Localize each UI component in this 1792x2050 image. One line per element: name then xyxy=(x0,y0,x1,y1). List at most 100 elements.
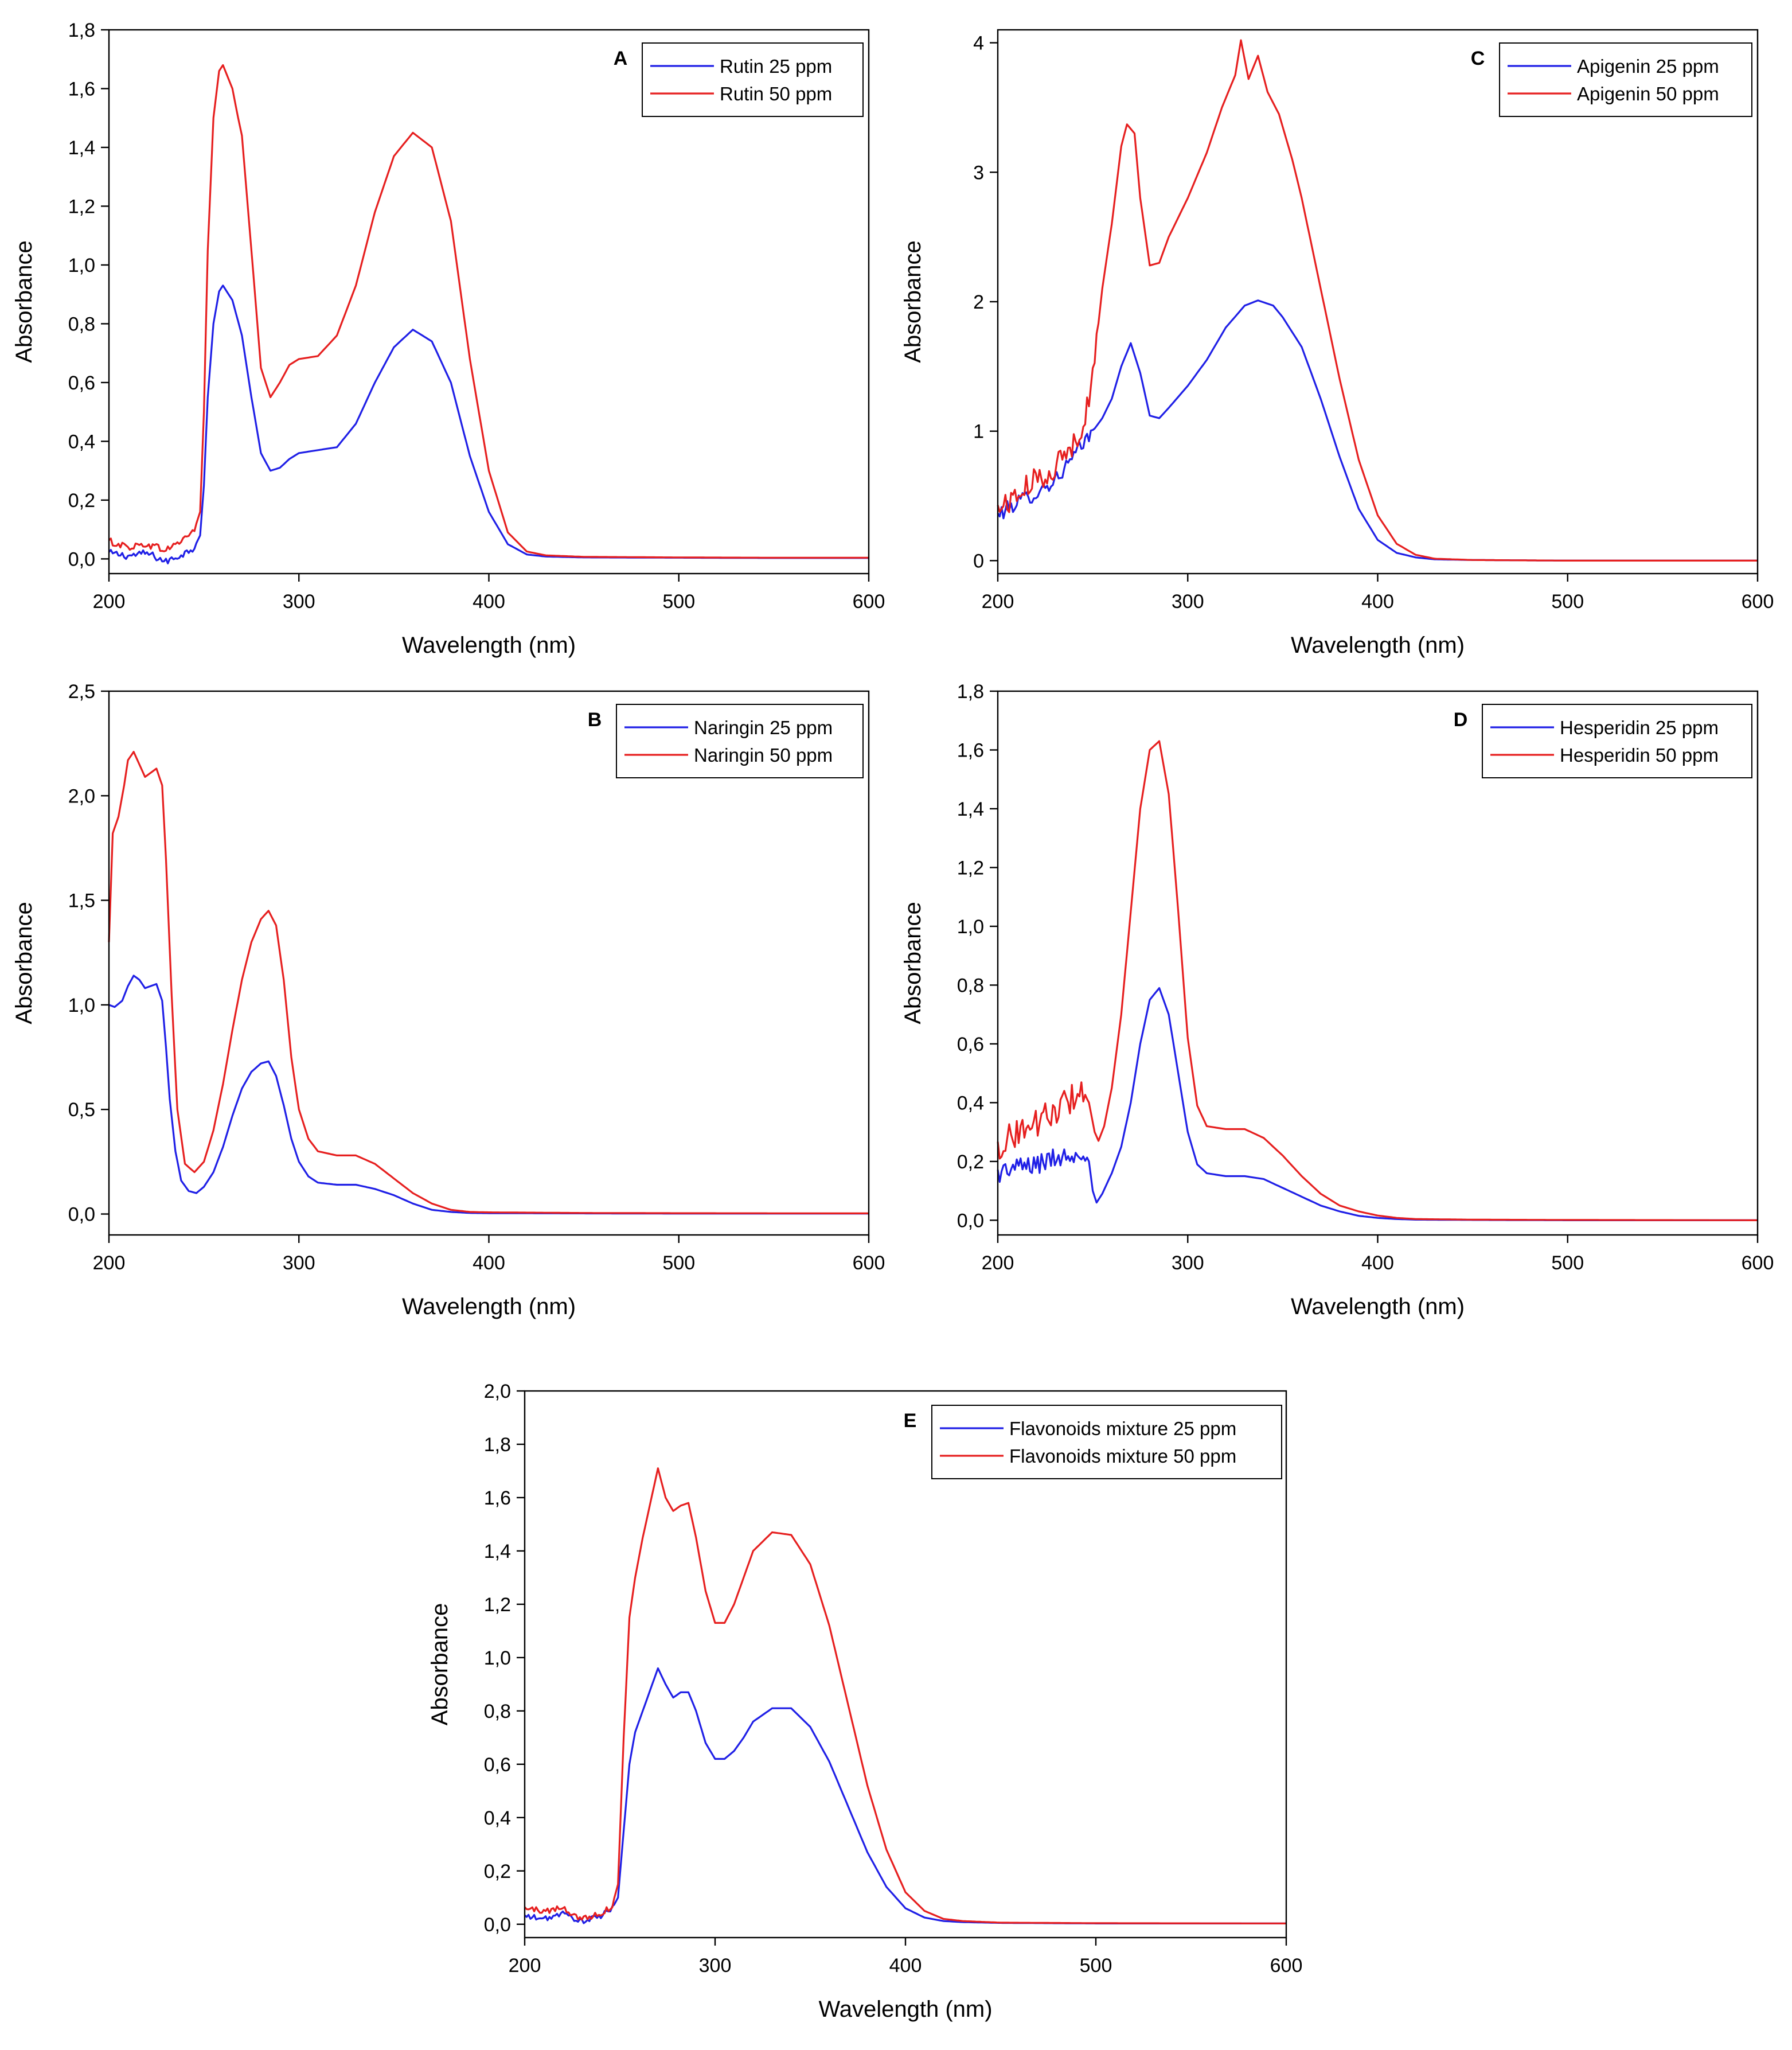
x-axis-title-b: Wavelength (nm) xyxy=(402,1294,576,1319)
legend-box-c xyxy=(1499,42,1752,117)
y-tick-label-a: 0,6 xyxy=(68,372,95,394)
panel-letter-b: B xyxy=(588,709,602,731)
legend-label-b-25ppm: Naringin 25 ppm xyxy=(694,717,833,738)
x-axis-title-d: Wavelength (nm) xyxy=(1291,1294,1465,1319)
y-tick-label-d: 1,2 xyxy=(957,857,984,879)
x-tick-label-d: 600 xyxy=(1742,1252,1774,1274)
y-tick-label-a: 1,8 xyxy=(68,20,95,41)
legend-label-a-25ppm: Rutin 25 ppm xyxy=(720,56,832,77)
chart-panel-b: 200 300 400 500 600 0,0 0,5 1,0 1,5 2,0 2,5 Wavelen… xyxy=(11,681,885,1319)
x-tick-label-c: 300 xyxy=(1172,591,1204,613)
y-tick-label-a: 1,4 xyxy=(68,137,95,159)
y-tick-label-d: 1,8 xyxy=(957,681,984,703)
chart-panel-a: 200 300 400 500 600 0,0 0,2 0,4 0,6 0,8 1,0 1,2 1,4 1… xyxy=(11,20,885,658)
legend-label-d-50ppm: Hesperidin 50 ppm xyxy=(1560,745,1719,766)
x-tick-label-c: 400 xyxy=(1361,591,1394,613)
y-tick-label-b: 2,5 xyxy=(68,681,95,703)
x-tick-label-a: 400 xyxy=(473,591,505,613)
x-tick-label-a: 300 xyxy=(283,591,315,613)
y-tick-label-e: 0,2 xyxy=(484,1861,511,1883)
y-tick-label-c: 0 xyxy=(973,550,984,572)
y-tick-label-e: 0,4 xyxy=(484,1807,511,1829)
y-tick-label-e: 1,0 xyxy=(484,1647,511,1669)
x-axis-title-e: Wavelength (nm) xyxy=(818,1997,992,2022)
x-tick-label-b: 300 xyxy=(283,1252,315,1274)
y-tick-label-c: 3 xyxy=(973,162,984,184)
x-tick-label-e: 400 xyxy=(889,1955,922,1977)
y-tick-label-a: 0,0 xyxy=(68,548,95,570)
y-tick-label-e: 1,6 xyxy=(484,1487,511,1509)
y-tick-label-d: 0,2 xyxy=(957,1151,984,1173)
legend-box-a xyxy=(642,42,864,117)
legend-label-c-25ppm: Apigenin 25 ppm xyxy=(1577,56,1719,77)
series-line-d-25ppm xyxy=(997,987,1758,1221)
x-tick-label-c: 200 xyxy=(982,591,1014,613)
panel-letter-d: D xyxy=(1454,709,1468,731)
y-tick-label-c: 1 xyxy=(973,421,984,443)
y-tick-label-b: 0,0 xyxy=(68,1204,95,1226)
y-tick-label-a: 1,0 xyxy=(68,255,95,276)
y-tick-label-e: 0,8 xyxy=(484,1701,511,1722)
y-axis-title-c: Absorbance xyxy=(900,240,926,363)
legend-label-a-50ppm: Rutin 50 ppm xyxy=(720,83,832,104)
y-axis-title-d: Absorbance xyxy=(900,902,926,1024)
x-tick-label-c: 500 xyxy=(1551,591,1584,613)
y-tick-label-e: 1,4 xyxy=(484,1541,511,1562)
x-tick-label-d: 500 xyxy=(1551,1252,1584,1274)
x-axis-title-c: Wavelength (nm) xyxy=(1291,633,1465,658)
y-tick-label-e: 1,2 xyxy=(484,1594,511,1616)
series-line-d-50ppm xyxy=(997,740,1758,1221)
series-line-b-25ppm xyxy=(108,975,869,1215)
legend-label-e-25ppm: Flavonoids mixture 25 ppm xyxy=(1009,1418,1236,1439)
y-tick-label-d: 0,8 xyxy=(957,975,984,996)
y-tick-label-a: 1,6 xyxy=(68,78,95,100)
legend-label-d-25ppm: Hesperidin 25 ppm xyxy=(1560,717,1719,738)
x-tick-label-b: 200 xyxy=(93,1252,126,1274)
y-tick-label-d: 0,4 xyxy=(957,1092,984,1114)
x-tick-label-b: 600 xyxy=(853,1252,885,1274)
x-tick-label-d: 400 xyxy=(1361,1252,1394,1274)
y-tick-label-e: 1,8 xyxy=(484,1434,511,1456)
x-tick-label-e: 600 xyxy=(1270,1955,1303,1977)
x-tick-label-b: 500 xyxy=(662,1252,695,1274)
series-line-a-25ppm xyxy=(108,284,869,564)
chart-panel-d: 200 300 400 500 600 0,0 0,2 0,4 0,6 0,8 1,0 1,2 1,4 1… xyxy=(900,681,1774,1319)
legend-box-d xyxy=(1482,704,1752,778)
y-tick-label-b: 2,0 xyxy=(68,785,95,807)
y-tick-label-e: 2,0 xyxy=(484,1381,511,1402)
y-tick-label-d: 0,6 xyxy=(957,1034,984,1055)
x-tick-label-b: 400 xyxy=(473,1252,505,1274)
y-axis-title-e: Absorbance xyxy=(427,1603,452,1725)
series-line-c-25ppm xyxy=(997,299,1758,562)
x-tick-label-e: 300 xyxy=(699,1955,732,1977)
legend-label-b-50ppm: Naringin 50 ppm xyxy=(694,745,833,766)
y-axis-title-a: Absorbance xyxy=(11,240,37,363)
x-tick-label-d: 200 xyxy=(982,1252,1014,1274)
x-tick-label-e: 500 xyxy=(1080,1955,1112,1977)
x-tick-label-a: 200 xyxy=(93,591,126,613)
y-tick-label-a: 0,4 xyxy=(68,431,95,453)
legend-box-e xyxy=(931,1405,1282,1479)
legend-label-c-50ppm: Apigenin 50 ppm xyxy=(1577,83,1719,104)
y-tick-label-c: 4 xyxy=(973,33,984,54)
y-tick-label-e: 0,6 xyxy=(484,1754,511,1776)
y-tick-label-b: 0,5 xyxy=(68,1099,95,1121)
x-tick-label-a: 600 xyxy=(853,591,885,613)
series-line-a-50ppm xyxy=(108,64,869,559)
x-tick-label-e: 200 xyxy=(509,1955,541,1977)
legend-label-e-50ppm: Flavonoids mixture 50 ppm xyxy=(1009,1445,1236,1467)
panel-letter-a: A xyxy=(614,48,628,69)
series-line-b-50ppm xyxy=(108,751,869,1214)
y-tick-label-e: 0,0 xyxy=(484,1914,511,1936)
y-tick-label-a: 1,2 xyxy=(68,196,95,217)
x-tick-label-c: 600 xyxy=(1742,591,1774,613)
y-tick-label-b: 1,5 xyxy=(68,890,95,912)
series-line-e-25ppm xyxy=(524,1667,1286,1924)
series-line-c-50ppm xyxy=(997,39,1758,562)
panel-letter-e: E xyxy=(904,1410,917,1432)
y-tick-label-d: 0,0 xyxy=(957,1210,984,1231)
x-axis-title-a: Wavelength (nm) xyxy=(402,633,576,658)
legend-box-b xyxy=(616,704,864,778)
y-tick-label-a: 0,2 xyxy=(68,490,95,512)
series-line-e-50ppm xyxy=(524,1467,1286,1924)
